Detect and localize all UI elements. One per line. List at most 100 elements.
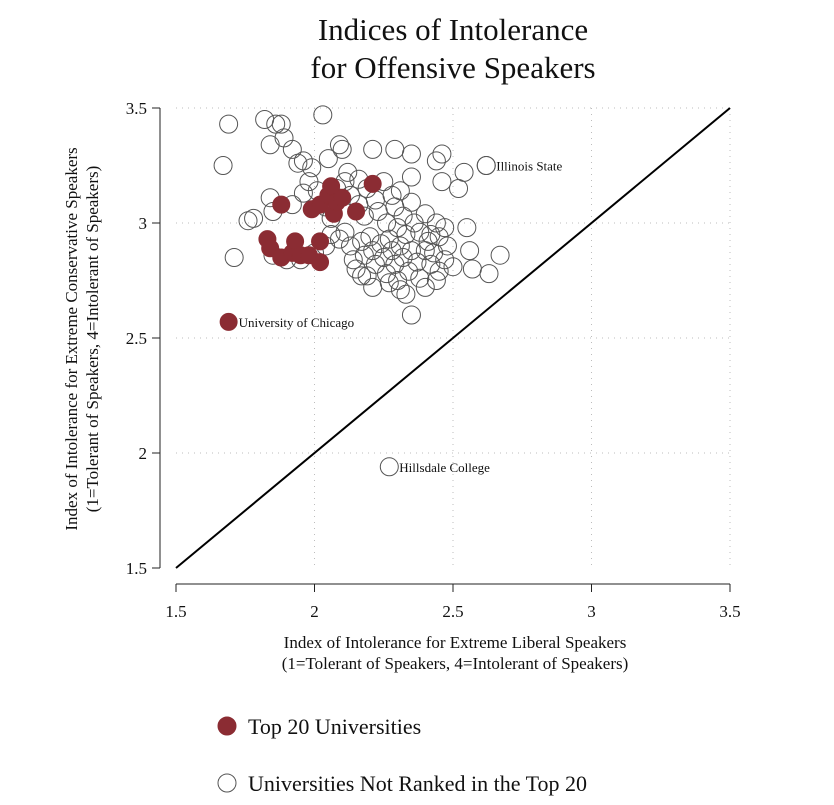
scatter-point-other (476, 156, 496, 175)
y-tick-label: 2 (139, 444, 148, 463)
scatter-point-other (393, 206, 413, 226)
scatter-point-other (293, 183, 313, 203)
scatter-point-other (390, 181, 410, 201)
scatter-point-other (343, 250, 363, 270)
annotations: Illinois State University of Chicago Hills… (239, 159, 563, 475)
scatter-point-other (385, 139, 405, 159)
scatter-point-other (338, 162, 358, 182)
y-tick-label: 3.5 (126, 99, 147, 118)
scatter-point-other (266, 114, 286, 134)
scatter-point-other (390, 236, 410, 256)
legend-marker-top20 (217, 716, 237, 736)
point-annotation: University of Chicago (239, 315, 355, 330)
scatter-point-other (449, 179, 469, 198)
scatter-point-other (365, 190, 385, 210)
scatter-point-top20 (333, 188, 352, 207)
scatter-point-other (341, 236, 361, 256)
scatter-point-other (363, 139, 383, 159)
points-top20 (219, 174, 382, 331)
scatter-point-top20 (219, 312, 238, 331)
scatter-point-other (255, 110, 275, 129)
scatter-point-other (490, 245, 510, 265)
x-tick-label: 1.5 (165, 602, 186, 621)
scatter-point-other (332, 139, 352, 159)
scatter-point-other (457, 218, 477, 238)
y-tick-label: 3 (139, 214, 148, 233)
y-tick-label: 1.5 (126, 559, 147, 578)
scatter-point-other (374, 248, 394, 267)
scatter-point-other (462, 259, 482, 279)
x-axis-label-line-1: Index of Intolerance for Extreme Liberal… (284, 633, 627, 652)
chart-title-line-1: Indices of Intolerance (318, 12, 588, 47)
scatter-point-other (426, 151, 446, 171)
scatter-point-other (415, 277, 435, 297)
point-annotation: Illinois State (496, 159, 562, 174)
chart-title-line-2: for Offensive Speakers (310, 50, 595, 85)
scatter-point-other (432, 172, 452, 192)
scatter-point-other (357, 266, 377, 286)
legend-marker-other (217, 773, 237, 793)
scatter-point-other (379, 229, 399, 249)
scatter-point-other (260, 135, 280, 155)
legend: Top 20 Universities Universities Not Ran… (217, 714, 587, 796)
legend-label-top20: Top 20 Universities (248, 714, 421, 739)
legend-label-other: Universities Not Ranked in the Top 20 (248, 771, 587, 796)
scatter-point-other (429, 261, 449, 281)
scatter-point-other (352, 266, 372, 286)
reference-line-group (175, 107, 731, 569)
scatter-point-other (479, 264, 499, 284)
scatter-point-other (424, 243, 444, 263)
scatter-point-other (415, 204, 435, 224)
scatter-point-other (401, 305, 421, 325)
scatter-point-other (318, 149, 338, 169)
scatter-point-other (443, 257, 463, 277)
scatter-point-other (401, 241, 421, 261)
scatter-point-other (329, 135, 349, 155)
y-axis-label-line-1: Index of Intolerance for Extreme Conserv… (62, 147, 81, 530)
scatter-point-top20 (311, 232, 330, 251)
scatter-point-other (293, 151, 313, 171)
scatter-point-other (219, 114, 239, 134)
scatter-point-top20 (347, 202, 366, 221)
scatter-point-other (410, 268, 430, 288)
y-axis-label-line-2: (1=Tolerant of Speakers, 4=Intolerant of… (83, 166, 102, 513)
scatter-point-other (388, 218, 408, 238)
reference-line-45deg (175, 107, 731, 569)
scatter-point-top20 (322, 177, 341, 196)
scatter-point-other (360, 227, 380, 247)
scatter-point-other (224, 248, 244, 267)
scatter-point-other (329, 229, 349, 249)
scatter-point-other (335, 222, 355, 242)
scatter-point-other (346, 259, 366, 279)
scatter-point-other (313, 105, 333, 125)
scatter-point-other (379, 457, 399, 477)
scatter-point-other (274, 128, 294, 148)
scatter-point-other (302, 158, 322, 178)
scatter-point-other (426, 271, 446, 290)
scatter-point-other (282, 139, 302, 159)
scatter-point-other (401, 144, 421, 164)
y-tick-label: 2.5 (126, 329, 147, 348)
point-annotation: Hillsdale College (399, 460, 490, 475)
scatter-point-other (454, 162, 474, 182)
scatter-point-other (213, 156, 233, 175)
scatter-point-other (379, 273, 399, 293)
x-axis-label-line-2: (1=Tolerant of Speakers, 4=Intolerant of… (282, 654, 629, 673)
scatter-point-other (401, 192, 421, 212)
x-tick-label: 2.5 (442, 602, 463, 621)
scatter-point-other (415, 241, 435, 261)
points-not-top20 (213, 105, 510, 477)
scatter-point-other (432, 144, 452, 164)
scatter-point-other (435, 218, 455, 238)
scatter-point-top20 (311, 253, 330, 272)
scatter-point-top20 (272, 195, 291, 214)
scatter-point-other (363, 277, 383, 297)
scatter-point-other (437, 236, 457, 256)
x-tick-label: 3 (587, 602, 596, 621)
scatter-point-other (244, 208, 264, 228)
scatter-point-top20 (363, 174, 382, 193)
x-tick-label: 2 (310, 602, 319, 621)
axes: 1.5 2 2.5 3 3.5 1.5 2 2.5 3 3.5 (126, 99, 741, 621)
scatter-point-other (401, 167, 421, 187)
